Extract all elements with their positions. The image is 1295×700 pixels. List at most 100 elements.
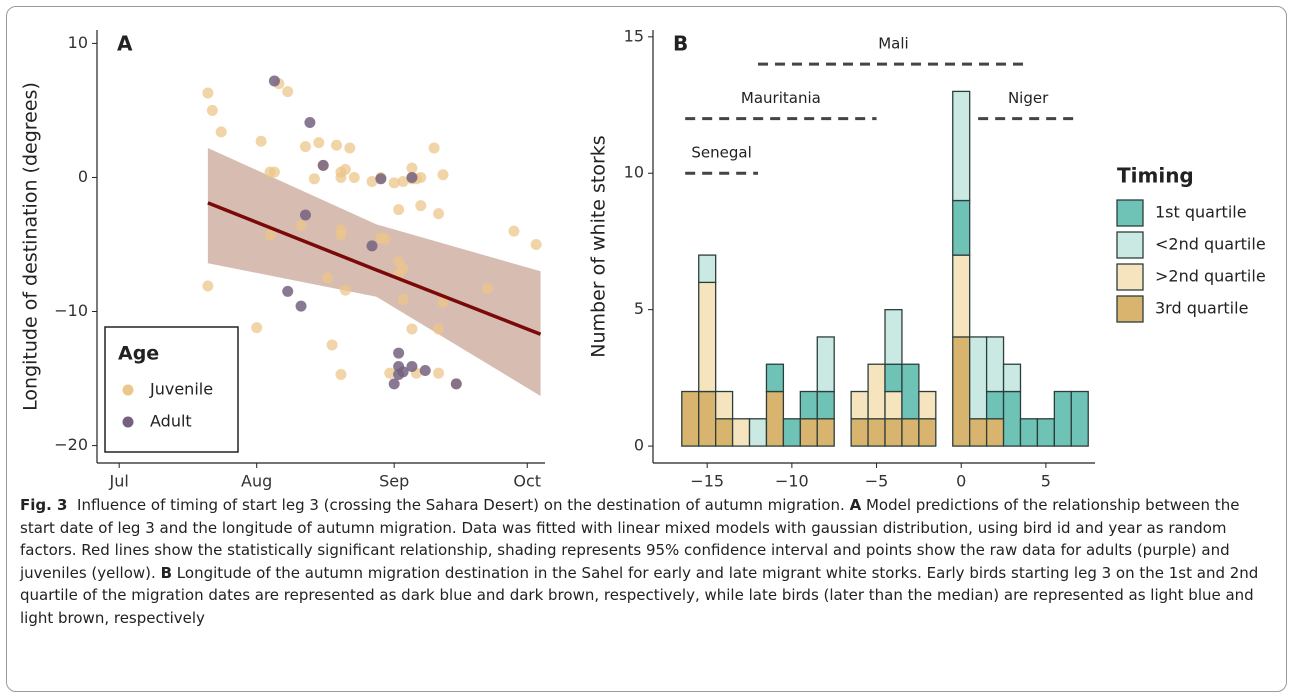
legend-label: 3rd quartile (1155, 299, 1248, 318)
range-label: Niger (1008, 89, 1049, 107)
bar-segment (867, 418, 886, 447)
data-point (366, 175, 378, 187)
data-point (348, 171, 360, 183)
data-point (397, 263, 409, 275)
bar-segment (952, 336, 971, 447)
data-point (393, 204, 405, 216)
data-point (304, 116, 316, 128)
fit-line (207, 201, 542, 336)
bar-segment (867, 363, 886, 420)
confidence-band (207, 147, 541, 396)
x-tick-label: Oct (513, 472, 541, 491)
caption-part-label: B (160, 563, 173, 582)
bar-segment (715, 418, 734, 447)
data-point (268, 75, 280, 87)
data-point (406, 323, 418, 335)
data-point (317, 159, 329, 171)
bar-segment (1070, 390, 1089, 447)
bar-segment (918, 418, 937, 447)
data-point (388, 177, 400, 189)
bar-segment (985, 336, 1005, 393)
data-point (202, 280, 214, 292)
bar-segment (698, 254, 717, 284)
data-point (388, 378, 400, 390)
bar-segment (1002, 363, 1022, 393)
bar-segment (782, 418, 801, 447)
legend-swatch (1116, 231, 1144, 259)
data-point (331, 139, 343, 151)
legend-label: >2nd quartile (1155, 267, 1266, 286)
data-point (264, 229, 276, 241)
data-point (393, 347, 405, 359)
caption: Fig. 3 Influence of timing of start leg … (20, 494, 1275, 629)
data-point (397, 293, 409, 305)
data-point (308, 173, 320, 185)
y-tick-label: 10 (624, 163, 644, 182)
x-tick-label: Jul (109, 472, 129, 491)
bar-segment (748, 418, 768, 447)
data-point (313, 137, 325, 149)
bar-segment (952, 254, 971, 338)
y-tick-label: −20 (54, 435, 88, 454)
data-point (268, 166, 280, 178)
y-tick-label: 5 (634, 299, 644, 318)
bar-segment (715, 390, 734, 420)
bar-segment (952, 90, 971, 202)
bar-segment (765, 390, 785, 447)
caption-part-label: A (849, 496, 862, 514)
data-point (344, 142, 356, 154)
data-point (295, 300, 307, 312)
bar-segment (816, 390, 835, 420)
y-axis-title: Longitude of destination (degrees) (20, 82, 42, 411)
x-tick-label: −10 (775, 472, 809, 491)
data-point (215, 126, 227, 138)
bar-segment (901, 418, 920, 447)
data-point (335, 369, 347, 381)
data-point (206, 104, 218, 116)
data-point (251, 322, 263, 334)
bar-segment (816, 418, 835, 447)
data-point (433, 323, 445, 335)
bar-segment (985, 418, 1005, 447)
bar-segment (969, 336, 988, 420)
caption-part-text: Model predictions of the relationship be… (20, 496, 1240, 582)
bar-segment (681, 390, 700, 447)
data-point (299, 141, 311, 153)
panel-label: B (673, 32, 688, 56)
bar-segment (765, 363, 785, 393)
data-point (397, 175, 409, 187)
panel-label: A (117, 32, 133, 56)
y-axis-title: Number of white storks (588, 135, 610, 357)
data-point (322, 272, 334, 284)
bar-segment (985, 390, 1005, 420)
caption-label: Fig. 3 (20, 496, 68, 514)
legend-marker (122, 384, 134, 396)
bar-segment (969, 418, 988, 447)
bar-segment (901, 363, 920, 420)
range-label: Mauritania (741, 89, 821, 107)
y-tick-label: 15 (624, 26, 644, 45)
x-tick-label: Sep (379, 472, 409, 491)
data-point (375, 173, 387, 185)
data-point (339, 284, 351, 296)
data-point (326, 339, 338, 351)
data-point (415, 200, 427, 212)
range-label: Senegal (691, 144, 751, 162)
data-point (406, 360, 418, 372)
bar-segment (1002, 390, 1022, 447)
bar-segment (1036, 418, 1056, 447)
data-point (339, 163, 351, 175)
x-tick-label: 0 (956, 472, 966, 491)
y-tick-label: 0 (78, 167, 88, 186)
bar-segment (731, 418, 751, 447)
data-point (530, 238, 542, 250)
legend-title: Timing (1117, 164, 1194, 188)
legend-marker (122, 416, 134, 428)
chart: −20−10010JulAugSepOctDate of start of le… (20, 26, 1266, 491)
legend-label: Juvenile (149, 380, 213, 399)
figure-frame (6, 6, 1287, 692)
data-point (202, 87, 214, 99)
data-point (295, 220, 307, 232)
bar-segment (698, 390, 717, 447)
data-point (433, 208, 445, 220)
